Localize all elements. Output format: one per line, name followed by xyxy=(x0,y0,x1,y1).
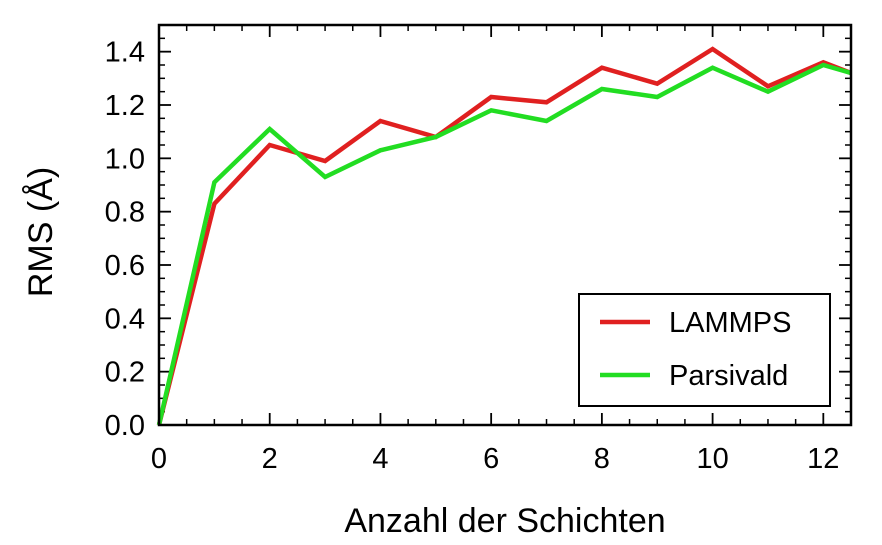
series-line-lammps xyxy=(156,46,852,426)
series-layer xyxy=(156,46,852,426)
y-tick-label: 1.2 xyxy=(105,90,145,122)
legend-label-lammps: LAMMPS xyxy=(669,307,791,339)
y-tick-label: 0.4 xyxy=(105,303,145,335)
plot-frame xyxy=(157,23,853,427)
y-tick-label: 0.8 xyxy=(105,197,145,229)
series-line-parsivald xyxy=(156,62,852,426)
x-tick-label: 12 xyxy=(807,443,839,475)
x-tick-label: 10 xyxy=(696,443,728,475)
x-tick-label: 0 xyxy=(151,443,167,475)
x-tick-label: 8 xyxy=(594,443,610,475)
x-tick-label: 4 xyxy=(372,443,388,475)
y-tick-label: 1.0 xyxy=(105,143,145,175)
y-tick-label: 1.4 xyxy=(105,37,145,69)
legend: LAMMPS Parsivald xyxy=(578,293,831,407)
y-axis-title: RMS (Å) xyxy=(22,167,60,297)
x-axis-title: Anzahl der Schichten xyxy=(344,502,665,540)
y-tick-label: 0.2 xyxy=(105,357,145,389)
x-tick-label: 2 xyxy=(262,443,278,475)
x-tick-label: 6 xyxy=(483,443,499,475)
y-tick-label: 0.0 xyxy=(105,410,145,442)
legend-label-parsivald: Parsivald xyxy=(669,360,788,392)
labels-layer: 0 2 4 6 8 10 12 0.0 0.2 0.4 0.6 0.8 1.0 1.2 1.4 xyxy=(105,37,840,475)
y-tick-label: 0.6 xyxy=(105,250,145,282)
legend-box xyxy=(578,293,831,407)
